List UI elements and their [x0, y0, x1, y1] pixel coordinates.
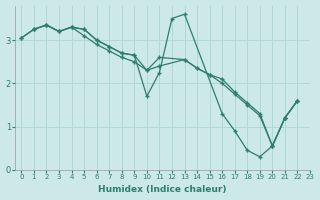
- X-axis label: Humidex (Indice chaleur): Humidex (Indice chaleur): [98, 185, 227, 194]
